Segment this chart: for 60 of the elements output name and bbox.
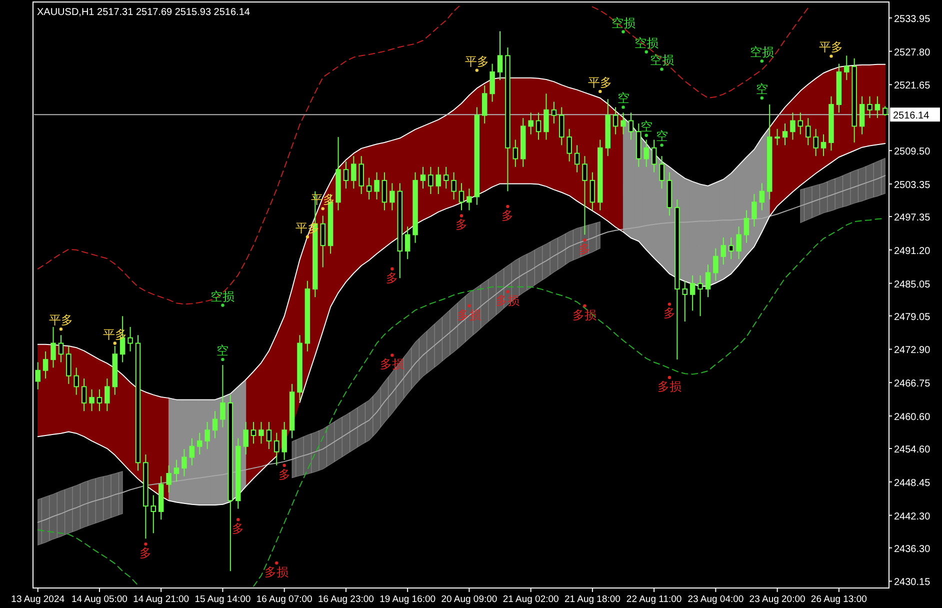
data-label: 空 [617,91,630,106]
data-label: 多 [502,208,514,222]
data-label: 多 [578,242,591,256]
y-tick-label: 2527.80 [894,47,931,58]
x-tick-label: 13 Aug 2024 [11,594,65,605]
data-label: 空 [216,344,229,358]
x-tick-label: 15 Aug 14:00 [194,594,251,605]
y-tick-label: 2479.05 [894,312,931,323]
data-label: 平多 [588,75,612,90]
x-tick-label: 23 Aug 04:00 [688,594,744,605]
y-tick-label: 2454.60 [894,444,931,456]
y-tick-label: 2509.50 [894,146,931,158]
data-label: 多 [386,270,398,285]
y-tick-label: 2491.20 [894,246,931,257]
y-tick-label: 2430.15 [894,577,931,588]
y-tick-label: 2448.45 [894,478,931,489]
data-label: 多损 [496,294,520,308]
data-label: 空损 [634,36,658,50]
y-tick-label: 2533.95 [894,14,931,25]
x-tick-label: 22 Aug 11:00 [626,594,682,605]
data-label: 多 [232,522,244,536]
y-tick-label: 2460.60 [894,412,931,423]
x-tick-label: 14 Aug 05:00 [71,594,128,605]
data-label: 多损 [457,308,482,322]
data-label: 平多 [48,313,73,328]
x-tick-label: 16 Aug 07:00 [256,594,312,605]
x-tick-label: 14 Aug 21:00 [133,594,190,605]
data-label: 多损 [572,308,597,322]
x-tick-label: 16 Aug 23:00 [318,594,374,605]
ref-line-label: 2516.14 [893,110,930,122]
data-label: 多 [663,306,676,320]
data-label: 平多 [819,40,844,54]
x-tick-label: 21 Aug 18:00 [564,594,620,605]
data-label: 空 [656,129,668,144]
data-label: 平多 [295,220,320,235]
chart-title: XAUUSD,H1 2517.31 2517.69 2515.93 2516.14 [37,7,250,18]
y-tick-label: 2485.05 [894,279,931,290]
y-tick-label: 2442.30 [894,511,931,522]
data-label: 空损 [650,53,674,68]
data-label: 空损 [611,16,636,30]
x-tick-label: 21 Aug 02:00 [502,594,559,605]
data-label: 空 [640,119,652,134]
y-tick-label: 2497.35 [894,212,931,224]
x-tick-label: 23 Aug 20:00 [749,594,806,605]
data-label: 平多 [464,54,489,68]
data-label: 多 [456,218,468,232]
x-tick-label: 19 Aug 16:00 [380,594,436,605]
y-tick-label: 2436.30 [894,544,931,555]
data-label: 空损 [750,45,774,60]
data-label: 多损 [264,565,289,580]
data-label: 空 [756,82,768,96]
x-tick-label: 20 Aug 09:00 [441,594,498,605]
y-tick-label: 2466.75 [894,378,931,390]
x-tick-label: 26 Aug 13:00 [810,594,867,605]
y-tick-label: 2521.65 [894,80,931,92]
data-label: 多 [140,546,152,560]
y-tick-label: 2472.90 [894,345,931,356]
y-tick-label: 2503.35 [894,180,931,191]
data-label: 多损 [657,379,682,394]
data-label: 多 [278,467,290,482]
